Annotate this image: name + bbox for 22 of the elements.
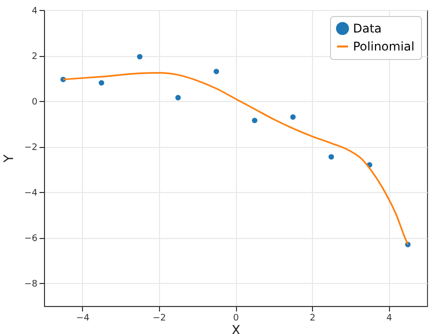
- point: [252, 118, 258, 124]
- y-tick-label: −4: [24, 188, 38, 199]
- point: [214, 68, 220, 74]
- legend-label: Polinomial: [353, 40, 414, 54]
- y-tick-label: −8: [24, 280, 38, 290]
- y-tick-label: 0: [32, 98, 38, 108]
- x-tick-label: 2: [310, 314, 316, 324]
- x-tick-label: 4: [386, 314, 392, 324]
- y-tick-label: 4: [32, 6, 38, 16]
- point: [290, 114, 296, 120]
- y-tick-label: 2: [32, 52, 38, 62]
- point: [328, 154, 334, 160]
- point: [137, 54, 142, 60]
- y-tick-label: −6: [24, 234, 38, 244]
- x-tick-label: 0: [233, 314, 240, 324]
- x-tick-label: −4: [76, 314, 90, 324]
- legend-label: Data: [353, 22, 382, 36]
- point: [175, 94, 181, 100]
- point: [98, 80, 104, 86]
- x-tick-label: −2: [152, 314, 166, 324]
- y-tick-label: −2: [24, 143, 38, 154]
- y-axis-title: Y: [2, 154, 18, 164]
